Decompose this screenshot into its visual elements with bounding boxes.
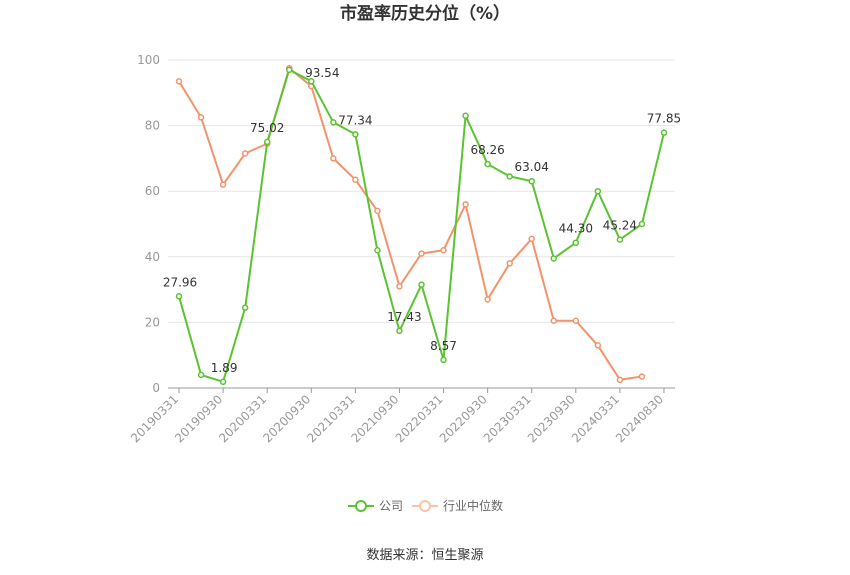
company-point[interactable] [550, 255, 558, 262]
y-tick-label: 60 [145, 184, 160, 198]
company-point[interactable] [506, 173, 513, 180]
industry-point[interactable] [219, 181, 227, 188]
data-label: 27.96 [163, 275, 197, 289]
company-point[interactable] [660, 129, 668, 136]
company-point[interactable] [175, 293, 183, 300]
industry-point[interactable] [506, 260, 513, 267]
legend[interactable]: 公司 行业中位数 [348, 498, 503, 513]
legend-company-label: 公司 [379, 499, 403, 513]
legend-item-industry[interactable]: 行业中位数 [412, 498, 503, 513]
company-point[interactable] [241, 304, 249, 311]
company-point[interactable] [263, 138, 271, 146]
data-labels: 27.96 1.89 75.02 93.54 77.34 17.43 8.57 68.26 63… [163, 66, 681, 375]
company-point[interactable] [330, 119, 337, 126]
data-label: 45.24 [603, 219, 637, 233]
data-label: 44.30 [559, 222, 593, 236]
data-label: 75.02 [250, 121, 284, 135]
industry-point[interactable] [572, 317, 580, 325]
industry-point[interactable] [550, 317, 558, 325]
x-axis: 2019033120190930202003312020093020210331… [128, 387, 675, 445]
company-point[interactable] [616, 236, 624, 243]
data-label: 77.34 [338, 113, 372, 127]
company-point[interactable] [219, 378, 227, 386]
company-point[interactable] [484, 160, 491, 168]
legend-item-company[interactable]: 公司 [348, 499, 403, 513]
industry-point[interactable] [352, 176, 359, 183]
industry-point[interactable] [440, 246, 447, 254]
company-point[interactable] [374, 246, 381, 254]
industry-point[interactable] [396, 283, 403, 290]
company-point[interactable] [418, 281, 425, 288]
data-label: 68.26 [470, 143, 504, 157]
data-label: 8.57 [430, 339, 457, 353]
industry-point[interactable] [528, 235, 535, 243]
y-tick-label: 0 [152, 381, 160, 395]
data-label: 17.43 [387, 310, 421, 324]
industry-point[interactable] [418, 250, 425, 257]
company-point[interactable] [462, 112, 469, 120]
company-point[interactable] [638, 220, 646, 228]
company-point[interactable] [440, 356, 447, 364]
chart-title: 市盈率历史分位（%） [340, 3, 510, 24]
company-point[interactable] [197, 371, 205, 379]
industry-point[interactable] [330, 155, 337, 162]
series-industry-line [178, 67, 643, 381]
legend-company-marker-icon [355, 500, 367, 512]
data-source: 数据来源：恒生聚源 [366, 548, 483, 563]
data-label: 93.54 [305, 66, 339, 80]
industry-point[interactable] [462, 201, 469, 208]
industry-point[interactable] [484, 296, 491, 303]
company-point[interactable] [285, 66, 293, 74]
industry-point[interactable] [197, 114, 205, 121]
industry-point[interactable] [616, 376, 624, 384]
y-tick-label: 40 [145, 250, 160, 264]
y-tick-label: 100 [137, 53, 160, 67]
company-point[interactable] [594, 187, 602, 195]
y-tick-label: 80 [145, 119, 160, 133]
industry-point[interactable] [594, 342, 602, 349]
company-point[interactable] [528, 177, 535, 185]
industry-point[interactable] [241, 150, 249, 157]
series-layer [175, 64, 668, 386]
company-point[interactable] [396, 327, 403, 335]
company-point[interactable] [352, 131, 359, 138]
legend-industry-marker-icon [419, 500, 431, 512]
company-point[interactable] [308, 77, 315, 85]
data-label: 63.04 [515, 160, 549, 174]
data-label: 77.85 [647, 112, 681, 126]
legend-industry-label: 行业中位数 [443, 498, 503, 513]
company-point[interactable] [572, 239, 580, 246]
industry-point[interactable] [374, 207, 381, 215]
y-tick-label: 20 [145, 315, 160, 329]
x-tick-label: 20240830 [613, 392, 666, 445]
industry-point[interactable] [638, 373, 646, 380]
industry-point[interactable] [175, 78, 183, 85]
data-label: 1.89 [211, 361, 238, 375]
y-axis: 0 20 40 60 80 100 [137, 53, 160, 395]
